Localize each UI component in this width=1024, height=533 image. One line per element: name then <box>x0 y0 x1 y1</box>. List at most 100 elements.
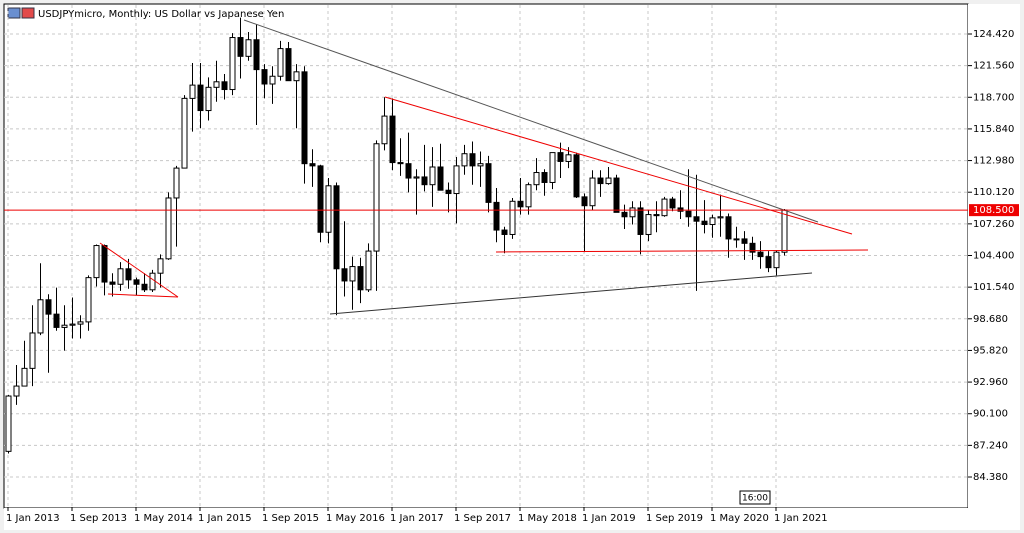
candle-body <box>189 84 196 99</box>
y-tick-label: 110.120 <box>973 187 1014 198</box>
candle-body <box>525 184 532 208</box>
candle-body <box>245 39 252 57</box>
x-tick-label: 1 Jan 2015 <box>198 513 252 524</box>
candle-body <box>757 251 764 258</box>
trend-line <box>243 19 819 223</box>
y-tick-label: 84.380 <box>973 472 1008 483</box>
candle-body <box>541 172 548 183</box>
candle-body <box>125 268 132 281</box>
candle-body <box>765 256 772 269</box>
candle-body <box>5 395 12 452</box>
candle-body <box>325 185 332 233</box>
candle-body <box>717 216 724 219</box>
y-tick-label: 101.540 <box>973 282 1014 293</box>
candle-body <box>773 251 780 269</box>
candle-body <box>389 115 396 164</box>
x-tick-label: 1 Jan 2019 <box>582 513 636 524</box>
candle-body <box>29 332 36 369</box>
y-tick-label: 90.100 <box>973 409 1008 420</box>
candle-body <box>301 71 308 165</box>
candle-body <box>533 172 540 186</box>
candle-body <box>429 166 436 186</box>
candle-body <box>213 81 220 88</box>
candle-body <box>461 153 468 167</box>
time-box <box>739 490 771 505</box>
candle-body <box>733 238 740 241</box>
candle-body <box>677 207 684 212</box>
x-tick-label: 1 Jan 2013 <box>6 513 60 524</box>
candle-body <box>173 167 180 199</box>
candle-body <box>629 207 636 218</box>
x-tick-label: 1 May 2018 <box>518 513 577 524</box>
candle-body <box>205 86 212 112</box>
price-tag <box>969 204 1019 217</box>
candle-body <box>101 245 108 283</box>
x-tick-label: 1 Jan 2017 <box>390 513 444 524</box>
candle-body <box>669 198 676 209</box>
candle-body <box>45 299 52 315</box>
candle-body <box>685 210 692 218</box>
candle-body <box>69 323 76 326</box>
candle-body <box>445 189 452 195</box>
y-tick-label: 124.420 <box>973 29 1014 40</box>
candle-body <box>229 37 236 91</box>
x-tick-label: 1 May 2020 <box>710 513 769 524</box>
candle-body <box>197 84 204 112</box>
candle-body <box>549 152 556 183</box>
candle-body <box>557 152 564 162</box>
candle-body <box>309 163 316 167</box>
chart-icon <box>21 7 35 19</box>
y-tick-label: 87.240 <box>973 440 1008 451</box>
candle-body <box>573 154 580 198</box>
candle-body <box>109 281 116 285</box>
plot <box>4 5 968 507</box>
candle-body <box>413 176 420 179</box>
candle-body <box>581 196 588 207</box>
candle-body <box>397 162 404 165</box>
candle-body <box>653 214 660 217</box>
x-tick-label: 1 Sep 2013 <box>70 513 127 524</box>
candle-body <box>117 268 124 285</box>
x-tick-label: 1 Sep 2015 <box>262 513 319 524</box>
candle-body <box>661 198 668 217</box>
candle-body <box>61 324 68 328</box>
candle-body <box>37 299 44 334</box>
candle-body <box>237 37 244 57</box>
candle-body <box>613 177 620 213</box>
candle-body <box>637 207 644 235</box>
candle-body <box>565 154 572 162</box>
candle-body <box>141 283 148 291</box>
candle-body <box>261 69 268 85</box>
candle-body <box>221 81 228 91</box>
candle-body <box>293 71 300 82</box>
y-tick-label: 118.700 <box>973 92 1014 103</box>
x-tick-label: 1 May 2016 <box>326 513 385 524</box>
candle-body <box>373 143 380 252</box>
trend-line <box>99 242 179 298</box>
candle-body <box>133 279 140 285</box>
trend-line <box>107 293 179 298</box>
x-tick-label: 1 Jan 2021 <box>774 513 828 524</box>
candle-body <box>477 163 484 167</box>
candle-body <box>285 48 292 82</box>
y-tick-label: 115.840 <box>973 124 1014 135</box>
candle-body <box>501 229 508 235</box>
candle-body <box>341 268 348 282</box>
y-tick-label: 121.560 <box>973 61 1014 72</box>
candle-body <box>693 216 700 222</box>
candle-body <box>453 165 460 195</box>
price-scale <box>968 4 1020 508</box>
y-tick-label: 112.980 <box>973 156 1014 167</box>
candle-body <box>597 177 604 185</box>
candle-body <box>365 250 372 291</box>
candle-body <box>709 217 716 226</box>
candle-body <box>349 266 356 282</box>
trend-line <box>495 249 869 253</box>
trend-line <box>329 272 813 315</box>
candle-body <box>517 200 524 208</box>
candle-body <box>437 166 444 191</box>
candle-body <box>509 200 516 235</box>
x-tick-label: 1 May 2014 <box>134 513 193 524</box>
candle-body <box>253 39 260 71</box>
